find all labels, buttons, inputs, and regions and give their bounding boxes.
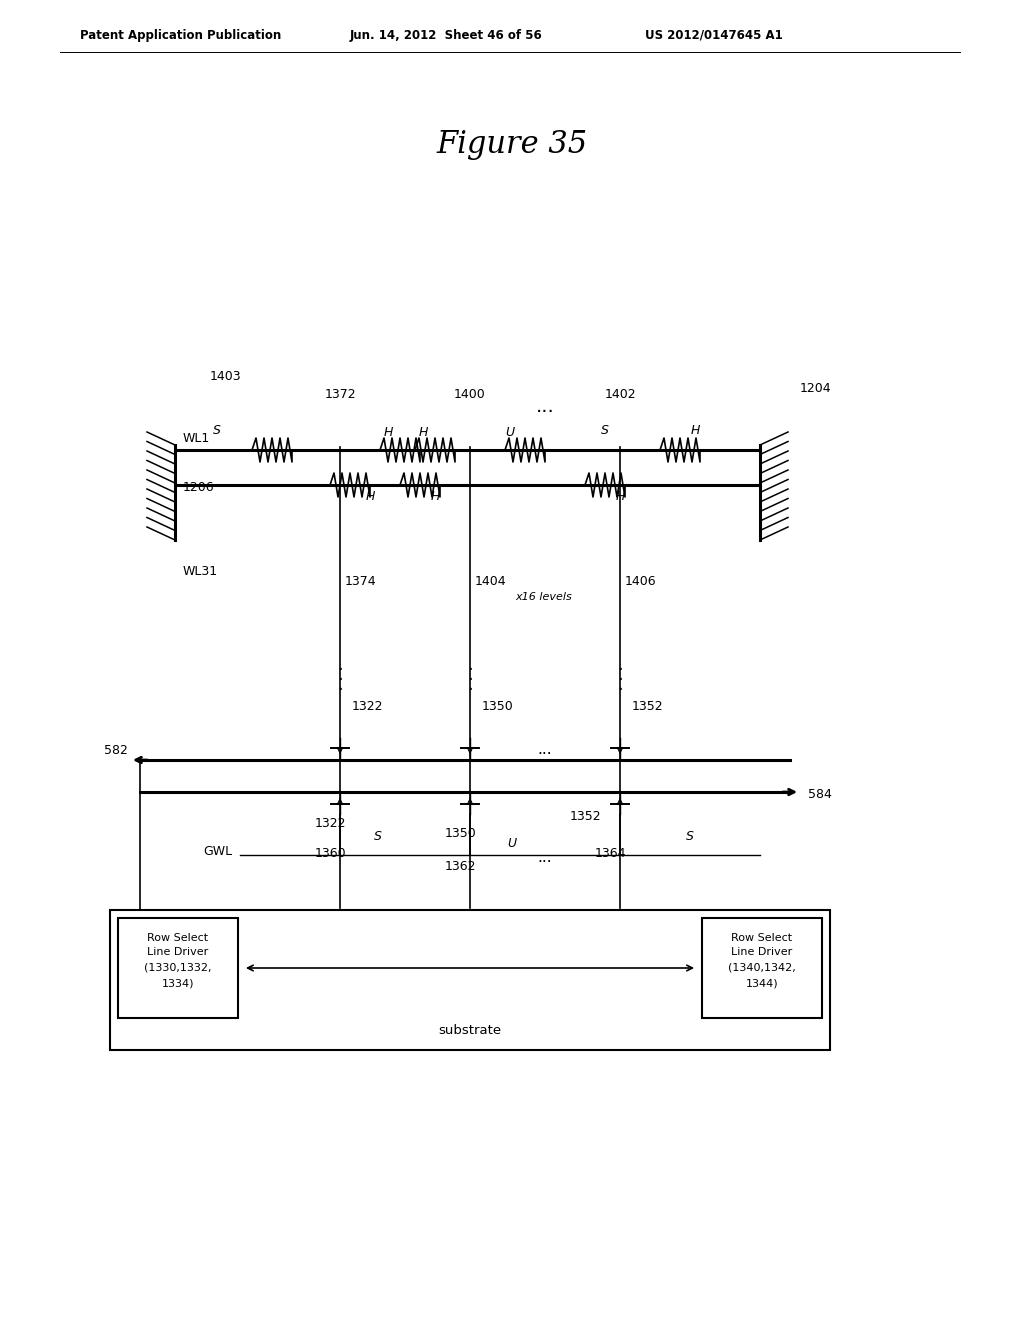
Text: .: . <box>467 676 473 694</box>
Text: S: S <box>213 424 221 437</box>
Text: 1403: 1403 <box>210 370 242 383</box>
Text: Figure 35: Figure 35 <box>436 129 588 161</box>
Text: H: H <box>690 424 699 437</box>
Text: WL1: WL1 <box>183 432 210 445</box>
Text: (1340,1342,: (1340,1342, <box>728 964 796 973</box>
Text: 1206: 1206 <box>183 480 215 494</box>
Text: 1352: 1352 <box>570 810 602 822</box>
Text: .: . <box>617 667 623 684</box>
Text: 1364: 1364 <box>595 847 627 861</box>
Text: U: U <box>508 837 516 850</box>
Text: ...: ... <box>538 850 552 865</box>
Text: H: H <box>383 426 392 440</box>
Text: Line Driver: Line Driver <box>731 946 793 957</box>
Text: 1360: 1360 <box>315 847 347 861</box>
Text: .: . <box>617 676 623 694</box>
Text: Patent Application Publication: Patent Application Publication <box>80 29 282 41</box>
Text: .: . <box>337 656 343 675</box>
Text: x16 levels: x16 levels <box>515 591 571 602</box>
Text: U: U <box>506 426 515 440</box>
Text: 1402: 1402 <box>604 388 636 401</box>
Text: 1350: 1350 <box>445 828 477 840</box>
Text: .: . <box>337 667 343 684</box>
Text: 1404: 1404 <box>475 576 507 587</box>
Text: 1374: 1374 <box>345 576 377 587</box>
Text: 1406: 1406 <box>625 576 656 587</box>
Text: 1400: 1400 <box>454 388 485 401</box>
Text: ...: ... <box>538 742 552 756</box>
Text: 1322: 1322 <box>352 700 384 713</box>
Text: Row Select: Row Select <box>147 933 209 942</box>
Text: 1350: 1350 <box>482 700 514 713</box>
Text: 584: 584 <box>808 788 831 801</box>
Bar <box>118 917 238 1018</box>
Text: (1330,1332,: (1330,1332, <box>144 964 212 973</box>
Text: 1344): 1344) <box>745 978 778 987</box>
Bar <box>702 917 822 1018</box>
Text: WL31: WL31 <box>183 565 218 578</box>
Text: 1334): 1334) <box>162 978 195 987</box>
Text: US 2012/0147645 A1: US 2012/0147645 A1 <box>645 29 782 41</box>
Text: S: S <box>374 830 382 843</box>
Text: .: . <box>617 656 623 675</box>
Text: 1352: 1352 <box>632 700 664 713</box>
Text: H: H <box>419 426 428 440</box>
Text: Line Driver: Line Driver <box>147 946 209 957</box>
Text: S: S <box>601 424 609 437</box>
Text: GWL: GWL <box>203 845 232 858</box>
Text: 582: 582 <box>104 744 128 756</box>
Bar <box>110 909 830 1049</box>
Text: H: H <box>615 490 625 503</box>
Text: 1322: 1322 <box>315 817 346 830</box>
Text: 1204: 1204 <box>800 381 831 395</box>
Text: 1372: 1372 <box>325 388 355 401</box>
Text: 1362: 1362 <box>445 861 476 873</box>
Text: H: H <box>366 490 375 503</box>
Text: .: . <box>467 667 473 684</box>
Text: .: . <box>337 676 343 694</box>
Text: S: S <box>686 830 694 843</box>
Text: ...: ... <box>536 397 554 416</box>
Text: Row Select: Row Select <box>731 933 793 942</box>
Text: H: H <box>430 490 439 503</box>
Text: substrate: substrate <box>438 1023 502 1036</box>
Text: Jun. 14, 2012  Sheet 46 of 56: Jun. 14, 2012 Sheet 46 of 56 <box>350 29 543 41</box>
Text: .: . <box>467 656 473 675</box>
